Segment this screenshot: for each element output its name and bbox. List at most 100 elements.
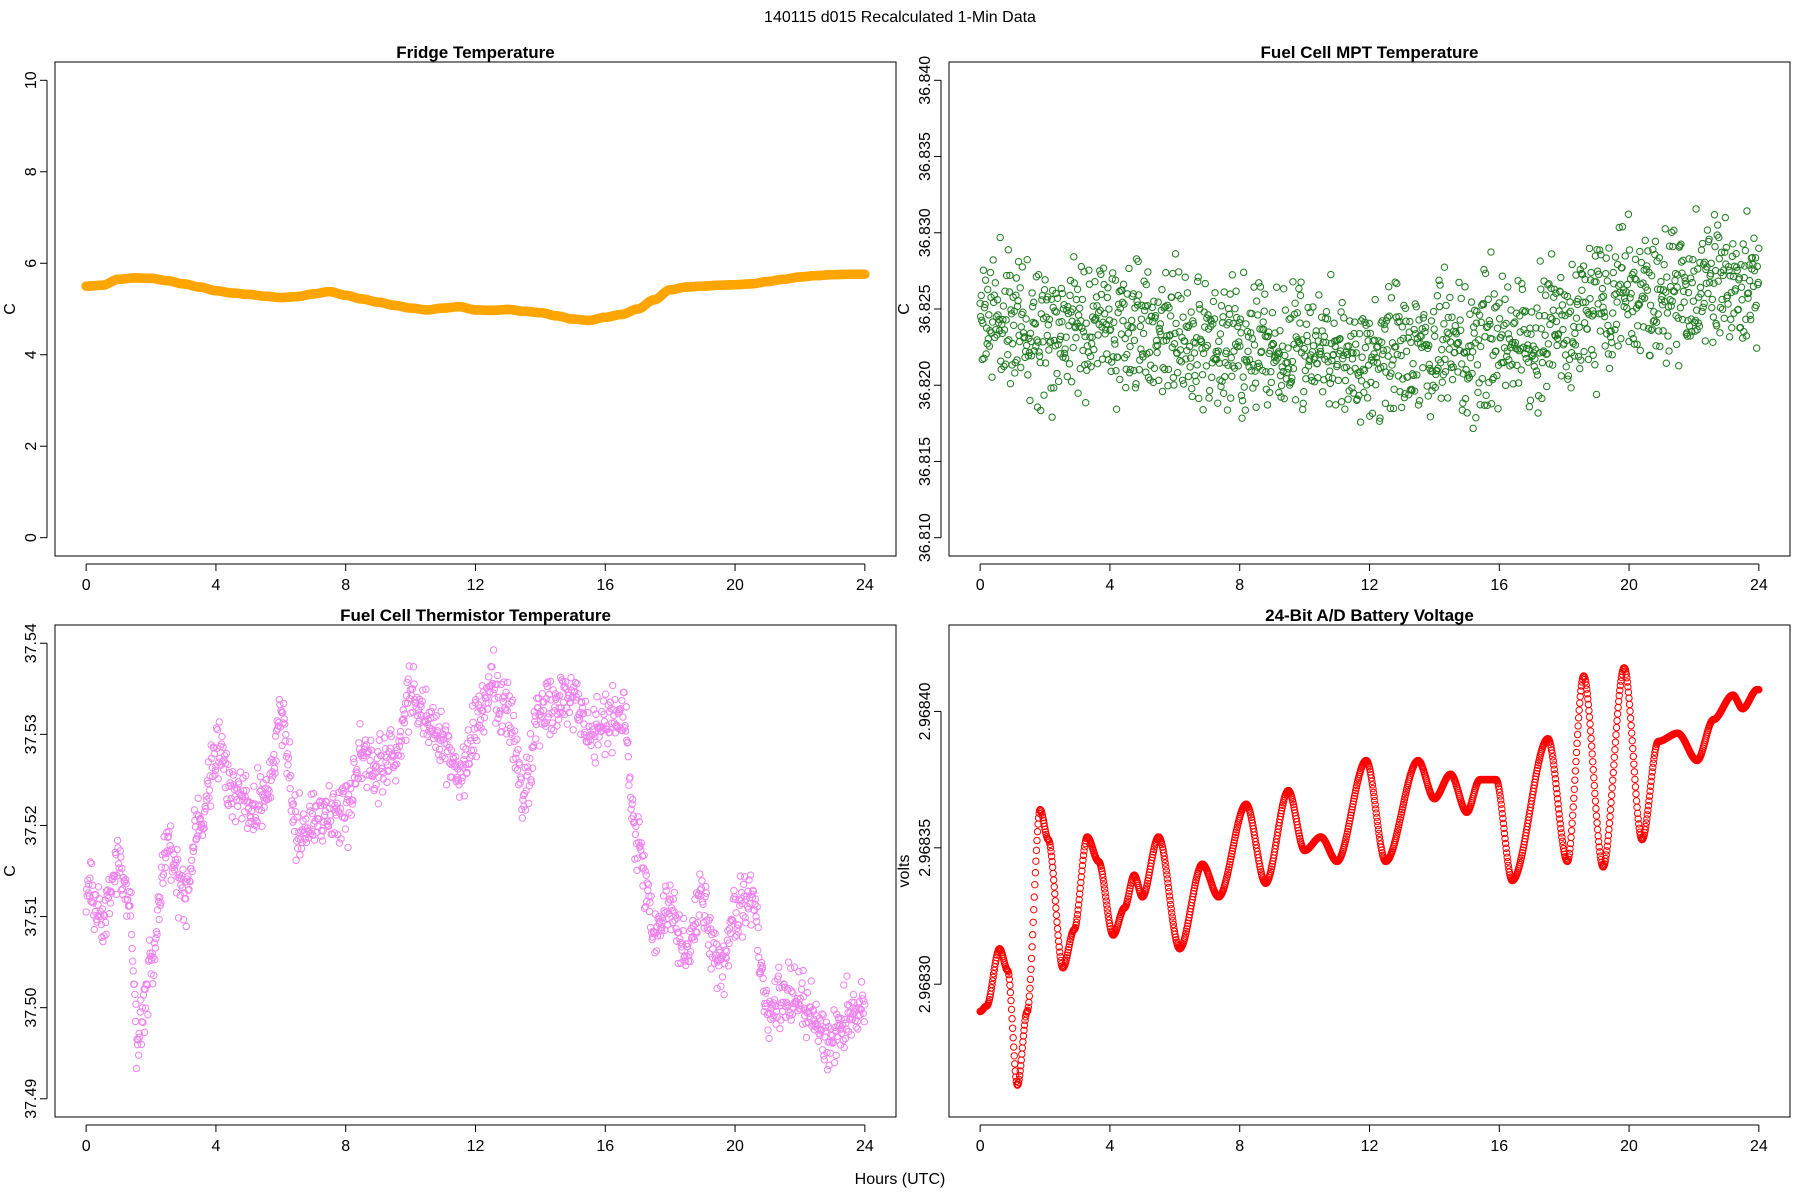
data-point — [1606, 812, 1614, 821]
data-point — [1662, 359, 1671, 367]
data-point — [1613, 710, 1622, 718]
data-point — [1487, 248, 1495, 256]
data-series — [976, 205, 1763, 433]
data-point — [1651, 237, 1660, 246]
data-point — [1219, 313, 1227, 321]
data-point — [1724, 300, 1732, 308]
data-point — [1048, 413, 1056, 421]
data-point — [1119, 317, 1127, 325]
data-point — [1334, 376, 1343, 385]
data-point — [1429, 307, 1438, 316]
data-point — [1381, 399, 1390, 408]
data-point — [670, 888, 679, 897]
x-tick-label: 20 — [1620, 577, 1638, 594]
data-point — [1728, 324, 1736, 332]
data-point — [1709, 313, 1718, 321]
data-series — [82, 646, 869, 1074]
x-tick-label: 24 — [856, 577, 874, 594]
data-point — [1700, 299, 1708, 308]
data-point — [1065, 321, 1073, 330]
data-point — [1569, 811, 1577, 820]
data-point — [1096, 306, 1104, 315]
data-point — [1631, 775, 1639, 784]
data-point — [679, 914, 688, 923]
data-point — [1433, 292, 1442, 300]
data-point — [355, 739, 363, 747]
data-point — [1158, 387, 1167, 396]
data-point — [775, 963, 783, 971]
panel-title: Fuel Cell MPT Temperature — [1261, 43, 1479, 62]
data-point — [518, 814, 527, 822]
data-point — [137, 1040, 146, 1049]
data-point — [1708, 295, 1717, 304]
data-point — [1484, 295, 1492, 303]
data-point — [1443, 328, 1451, 336]
data-point — [1205, 386, 1214, 395]
data-point — [1171, 250, 1180, 258]
data-point — [1220, 288, 1228, 296]
plot-frame — [948, 624, 1791, 1118]
data-point — [619, 713, 627, 721]
data-point — [1358, 353, 1366, 361]
data-point — [1093, 302, 1101, 310]
data-point — [1567, 384, 1575, 392]
data-point — [1575, 706, 1583, 714]
data-point — [1414, 401, 1423, 409]
data-point — [1566, 298, 1574, 306]
data-point — [167, 876, 175, 884]
data-point — [205, 786, 214, 794]
data-point — [1625, 246, 1634, 254]
data-point — [1111, 340, 1119, 348]
data-point — [363, 783, 371, 792]
data-point — [631, 830, 640, 839]
data-point — [409, 662, 418, 671]
data-point — [1320, 332, 1329, 340]
data-point — [1419, 364, 1427, 372]
data-point — [1008, 340, 1017, 348]
data-point — [1603, 277, 1612, 285]
data-point — [1501, 295, 1509, 303]
data-point — [1030, 893, 1038, 901]
data-point — [1714, 221, 1722, 229]
data-point — [1442, 301, 1450, 310]
data-point — [228, 813, 236, 821]
data-point — [1010, 1043, 1018, 1051]
data-point — [832, 1051, 840, 1060]
data-point — [1716, 329, 1724, 337]
data-point — [1602, 269, 1610, 278]
data-point — [1727, 315, 1735, 324]
data-point — [1592, 804, 1600, 813]
data-point — [593, 693, 601, 701]
data-point — [1605, 364, 1614, 373]
data-point — [432, 743, 440, 752]
data-point — [504, 678, 512, 687]
data-point — [1572, 314, 1581, 322]
data-point — [1745, 277, 1754, 285]
data-point — [1559, 325, 1567, 334]
data-point — [1567, 826, 1576, 835]
data-point — [1237, 329, 1245, 337]
data-point — [569, 726, 577, 734]
y-tick-label: 4 — [23, 350, 40, 359]
data-point — [1598, 284, 1607, 293]
data-point — [1259, 318, 1267, 326]
data-point — [1318, 388, 1327, 396]
data-point — [601, 690, 610, 698]
data-point — [624, 752, 633, 761]
data-point — [1641, 236, 1649, 245]
data-point — [187, 856, 196, 864]
y-axis-label: C — [2, 303, 19, 315]
data-point — [1028, 943, 1036, 951]
data-point — [1105, 305, 1113, 313]
data-point — [724, 962, 733, 970]
y-tick-label: 10 — [23, 71, 40, 89]
data-point — [250, 782, 258, 790]
data-point — [1570, 794, 1578, 802]
x-tick-label: 12 — [467, 1138, 485, 1155]
data-point — [1596, 327, 1605, 335]
data-point — [799, 966, 807, 975]
data-point — [1170, 381, 1178, 389]
panel-title: Fuel Cell Thermistor Temperature — [340, 606, 611, 625]
data-point — [1629, 752, 1638, 761]
